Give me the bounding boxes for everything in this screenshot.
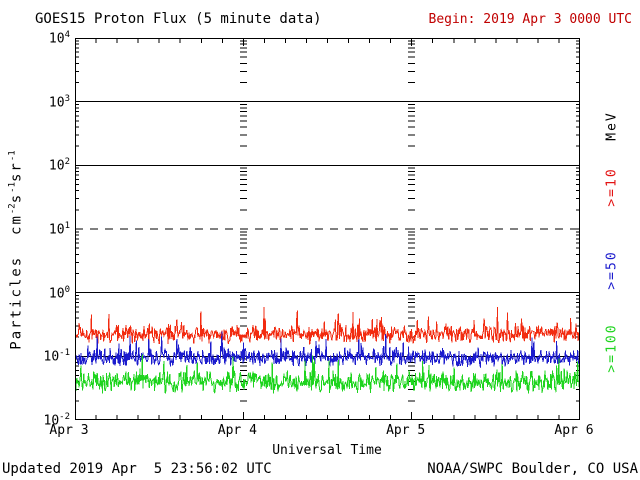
flux-plot-area	[75, 38, 580, 420]
y-tick-label: 102	[48, 157, 70, 174]
y-axis-label-text: Particles cm-2s-1sr-1	[7, 150, 25, 351]
grid-layer	[75, 101, 580, 357]
x-tick-label: Apr 5	[386, 423, 426, 438]
y-tick-label: 10-2	[43, 412, 71, 429]
right-label-text-ge100: >=100	[604, 323, 620, 373]
x-axis-title: Universal Time	[272, 443, 382, 458]
source-credit: NOAA/SWPC Boulder, CO USA	[427, 461, 638, 477]
right-label-text-unit-mev: MeV	[604, 111, 620, 141]
begin-timestamp: Begin: 2019 Apr 3 0000 UTC	[428, 12, 633, 27]
flux-trace-ge50	[75, 331, 580, 369]
y-tick-label: 103	[48, 93, 70, 110]
plot-frame	[75, 38, 580, 420]
x-tick-label: Apr 4	[217, 423, 257, 438]
y-tick-label: 104	[48, 30, 70, 47]
y-tick-label: 10-1	[43, 348, 71, 365]
y-tick-label: 100	[48, 284, 70, 301]
day-gridline	[408, 40, 416, 402]
updated-timestamp: Updated 2019 Apr 5 23:56:02 UTC	[2, 461, 272, 477]
right-label-text-ge50: >=50	[604, 250, 620, 290]
right-label-text-ge10: >=10	[604, 167, 620, 207]
flux-trace-ge100	[75, 354, 580, 394]
x-tick-label: Apr 6	[554, 423, 594, 438]
y-tick-label: 101	[48, 221, 70, 238]
chart-title: GOES15 Proton Flux (5 minute data)	[35, 11, 322, 27]
x-tick-label: Apr 3	[49, 423, 89, 438]
flux-trace-ge10	[75, 306, 580, 345]
